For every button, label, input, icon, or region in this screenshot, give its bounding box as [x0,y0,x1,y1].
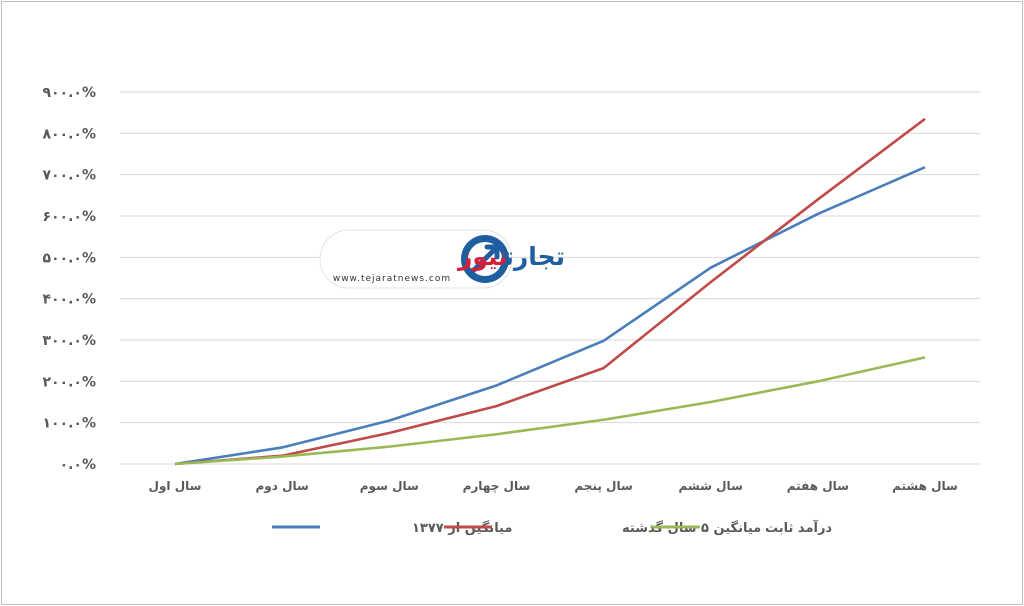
y-tick-label: ۹۰۰.۰% [42,85,96,101]
x-tick-label: سال هفتم [787,479,849,493]
series-line-2 [174,117,926,466]
grid-lines [120,91,980,465]
x-tick-label: سال ششم [679,479,743,493]
x-tick-label: سال چهارم [463,479,531,494]
x-tick-label: سال دوم [255,479,308,494]
logo-url: www.tejaratnews.com [333,274,451,284]
y-tick-label: ۲۰۰.۰% [42,374,96,390]
series-lines [174,117,926,466]
series-line-1 [174,166,926,466]
logo-arrow-icon [471,244,500,273]
y-tick-label: ۰.۰% [60,457,96,473]
x-axis-ticks: سال اول سال دوم سال سوم سال چهارم سال پنجم سا… [149,479,958,494]
x-tick-label: سال اول [149,479,202,494]
y-tick-label: ۴۰۰.۰% [42,292,96,308]
x-tick-label: سال هشتم [892,479,958,493]
logo-title: تجارتنیوز [456,242,565,272]
y-tick-label: ۳۰۰.۰% [42,333,96,349]
logo-badge [319,229,513,289]
y-tick-label: ۱۰۰.۰% [42,416,96,432]
series-line-3 [174,356,926,466]
legend-label: درآمد ثابت [765,519,832,536]
y-axis-ticks: ۰.۰% ۱۰۰.۰% ۲۰۰.۰% ۳۰۰.۰% ۴۰۰.۰% ۵۰۰.۰% ۶۰۰.۰%… [42,85,96,473]
y-tick-label: ۶۰۰.۰% [42,209,96,225]
y-tick-label: ۵۰۰.۰% [42,250,96,266]
y-tick-label: ۷۰۰.۰% [42,168,96,184]
y-tick-label: ۸۰۰.۰% [42,126,96,142]
x-tick-label: سال سوم [360,479,419,494]
watermark-logo: تجارتنیوز www.tejaratnews.com [319,229,565,289]
x-tick-label: سال پنجم [574,479,632,493]
